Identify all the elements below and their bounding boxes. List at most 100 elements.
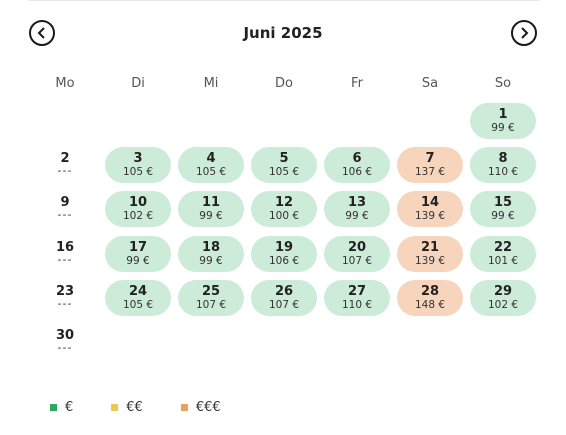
legend-item-high: €€€	[180, 400, 221, 415]
calendar-day[interactable]: 13 99 €	[324, 191, 390, 227]
legend-swatch	[50, 404, 57, 411]
week-number-value: 2	[60, 151, 70, 166]
day-price: 139 €	[414, 255, 446, 267]
month-title: Juni 2025	[243, 24, 323, 42]
calendar-day[interactable]: 21 139 €	[397, 236, 463, 272]
week-dash: ---	[57, 208, 73, 221]
day-number: 20	[347, 240, 367, 255]
week-number-value: 30	[55, 328, 75, 343]
day-number: 6	[352, 151, 362, 166]
day-price: 99 €	[199, 210, 223, 222]
day-price: 148 €	[414, 299, 446, 311]
day-number: 12	[274, 195, 294, 210]
calendar-day[interactable]: 19 106 €	[251, 236, 317, 272]
weekday-label: Mo	[55, 76, 75, 91]
week-number-value: 16	[55, 240, 75, 255]
day-number: 17	[128, 240, 148, 255]
calendar-day[interactable]: 20 107 €	[324, 236, 390, 272]
week-dash: ---	[57, 341, 73, 354]
calendar-day[interactable]: 14 139 €	[397, 191, 463, 227]
top-divider	[28, 0, 540, 1]
legend-label: €€	[126, 400, 143, 415]
day-price: 99 €	[199, 255, 223, 267]
day-price: 105 €	[122, 299, 154, 311]
calendar-day[interactable]: 24 105 €	[105, 280, 171, 316]
day-number: 4	[206, 151, 216, 166]
calendar-day[interactable]: 28 148 €	[397, 280, 463, 316]
day-number: 3	[133, 151, 143, 166]
weekday-label: Fr	[351, 76, 363, 91]
calendar-day[interactable]: 3 105 €	[105, 147, 171, 183]
chevron-left-icon	[37, 27, 45, 39]
day-number: 28	[420, 284, 440, 299]
day-price: 99 €	[491, 122, 515, 134]
calendar-day[interactable]: 17 99 €	[105, 236, 171, 272]
day-price: 105 €	[195, 166, 227, 178]
calendar-day[interactable]: 5 105 €	[251, 147, 317, 183]
week-number: 30 ---	[32, 328, 98, 353]
day-price: 100 €	[268, 210, 300, 222]
calendar-day[interactable]: 25 107 €	[178, 280, 244, 316]
calendar-day[interactable]: 1 99 €	[470, 103, 536, 139]
day-number: 15	[493, 195, 513, 210]
week-number: 9 ---	[32, 195, 98, 220]
day-price: 137 €	[414, 166, 446, 178]
legend-swatch	[111, 404, 119, 411]
day-price: 110 €	[341, 299, 373, 311]
weekday-label: Di	[131, 76, 145, 91]
weekday-label: So	[494, 76, 512, 91]
calendar-day[interactable]: 29 102 €	[470, 280, 536, 316]
calendar-day[interactable]: 18 99 €	[178, 236, 244, 272]
day-price: 105 €	[122, 166, 154, 178]
week-number: 16 ---	[32, 240, 98, 265]
week-dash: ---	[57, 297, 73, 310]
previous-month-button[interactable]	[29, 20, 55, 46]
day-price: 106 €	[341, 166, 373, 178]
day-price: 107 €	[341, 255, 373, 267]
day-price: 110 €	[487, 166, 519, 178]
legend-label: €€€	[195, 400, 221, 415]
calendar-day[interactable]: 7 137 €	[397, 147, 463, 183]
day-price: 99 €	[491, 210, 515, 222]
next-month-button[interactable]	[511, 20, 537, 46]
legend-item-medium: €€	[111, 400, 143, 415]
calendar-day[interactable]: 22 101 €	[470, 236, 536, 272]
day-number: 14	[420, 195, 440, 210]
day-number: 26	[274, 284, 294, 299]
calendar-day[interactable]: 26 107 €	[251, 280, 317, 316]
calendar-day[interactable]: 4 105 €	[178, 147, 244, 183]
calendar-day[interactable]: 12 100 €	[251, 191, 317, 227]
calendar-day[interactable]: 27 110 €	[324, 280, 390, 316]
day-number: 8	[498, 151, 508, 166]
week-dash: ---	[57, 164, 73, 177]
day-number: 21	[420, 240, 440, 255]
weekday-label: Do	[275, 76, 293, 91]
calendar-day[interactable]: 11 99 €	[178, 191, 244, 227]
weekday-label: Mi	[203, 76, 219, 91]
day-number: 5	[279, 151, 289, 166]
day-price: 102 €	[487, 299, 519, 311]
day-number: 29	[493, 284, 513, 299]
day-number: 24	[128, 284, 148, 299]
day-number: 18	[201, 240, 221, 255]
day-number: 7	[425, 151, 435, 166]
week-number-value: 9	[60, 195, 70, 210]
week-number: 23 ---	[32, 284, 98, 309]
week-number-value: 23	[55, 284, 75, 299]
day-number: 22	[493, 240, 513, 255]
day-number: 19	[274, 240, 294, 255]
week-number: 2 ---	[32, 151, 98, 176]
calendar-day[interactable]: 8 110 €	[470, 147, 536, 183]
legend-item-low: €	[50, 400, 73, 415]
day-price: 99 €	[345, 210, 369, 222]
day-number: 1	[498, 107, 508, 122]
day-number: 11	[201, 195, 221, 210]
chevron-right-icon	[521, 27, 529, 39]
calendar-day[interactable]: 15 99 €	[470, 191, 536, 227]
weekday-label: Sa	[421, 76, 439, 91]
day-number: 27	[347, 284, 367, 299]
week-dash: ---	[57, 253, 73, 266]
calendar-day[interactable]: 6 106 €	[324, 147, 390, 183]
calendar-day[interactable]: 10 102 €	[105, 191, 171, 227]
day-number: 13	[347, 195, 367, 210]
